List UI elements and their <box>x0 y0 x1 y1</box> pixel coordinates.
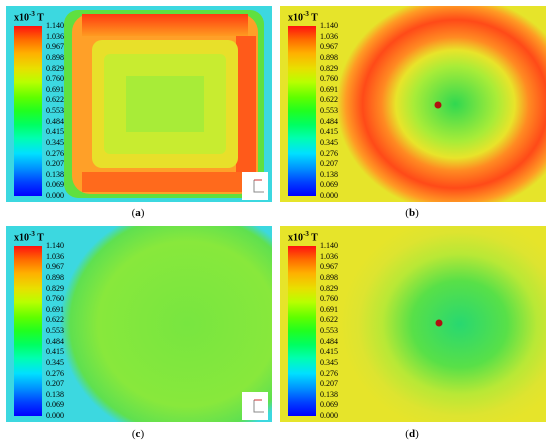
colorbar-tick-label: 1.140 <box>46 21 64 30</box>
colorbar-tick-label: 0.276 <box>320 368 338 378</box>
colorbar-tick-label: 0.415 <box>320 347 338 357</box>
caption-c: (c) <box>131 428 145 440</box>
colorbar-tick-label: 0.622 <box>320 95 338 105</box>
colorbar-tick-label: 0.207 <box>320 159 338 169</box>
panel-d: x10-3 T 1.140 1.036 0.967 0.898 0.829 0.760 0.… <box>280 226 546 422</box>
colorbar-tick-label: 0.138 <box>320 169 338 179</box>
colorbar-tick-label: 0.069 <box>46 180 64 190</box>
colorbar-tick-label: 0.691 <box>46 84 64 94</box>
colorbar-tick-label: 1.140 <box>320 21 338 30</box>
unit-label-d: x10-3 T <box>288 230 318 244</box>
colorbar-ticks-c: 1.140 1.036 0.967 0.898 0.829 0.760 0.691 0.622… <box>46 242 82 420</box>
colorbar-tick-label: 0.898 <box>46 272 64 282</box>
colorbar-tick-label: 1.036 <box>46 31 64 41</box>
colorbar-tick-label: 0.000 <box>46 411 64 420</box>
colorbar-a <box>14 26 42 196</box>
colorbar-tick-label: 0.760 <box>320 74 338 84</box>
colorbar-tick-label: 0.415 <box>46 127 64 137</box>
colorbar-tick-label: 0.207 <box>46 159 64 169</box>
colorbar-tick-label: 1.036 <box>320 31 338 41</box>
colorbar-tick-label: 0.345 <box>320 357 338 367</box>
colorbar-tick-label: 1.140 <box>320 241 338 250</box>
colorbar-tick-label: 0.760 <box>46 74 64 84</box>
colorbar-tick-label: 0.760 <box>46 294 64 304</box>
colorbar-tick-label: 0.553 <box>320 326 338 335</box>
colorbar-tick-label: 0.415 <box>320 127 338 137</box>
field-map-d <box>280 226 546 422</box>
colorbar-tick-label: 0.967 <box>46 262 64 272</box>
caption-d: (d) <box>405 428 419 440</box>
field-map-a <box>6 6 272 202</box>
colorbar-c <box>14 246 42 416</box>
colorbar-tick-label: 0.276 <box>320 148 338 158</box>
colorbar-tick-label: 0.553 <box>320 106 338 115</box>
colorbar-tick-label: 0.415 <box>46 347 64 357</box>
colorbar-tick-label: 0.207 <box>46 379 64 389</box>
panel-b: x10-3 T 1.140 1.036 0.967 0.898 0.829 0.760 0.… <box>280 6 546 202</box>
colorbar-tick-label: 0.345 <box>46 357 64 367</box>
axis-indicator-c <box>242 392 268 420</box>
colorbar-tick-label: 0.622 <box>46 95 64 105</box>
axis-indicator-a <box>242 172 268 200</box>
colorbar-tick-label: 0.829 <box>46 63 64 73</box>
caption-b: (b) <box>405 207 419 219</box>
colorbar-tick-label: 0.138 <box>46 389 64 399</box>
colorbar-tick-label: 0.484 <box>320 336 338 346</box>
colorbar-tick-label: 0.484 <box>320 116 338 126</box>
colorbar-tick-label: 0.829 <box>320 63 338 73</box>
panel-a: x10-3 T 1.140 1.036 0.967 0.898 0.829 0.760 0.… <box>6 6 272 202</box>
colorbar-tick-label: 0.622 <box>320 315 338 325</box>
colorbar-tick-label: 0.691 <box>46 304 64 314</box>
colorbar-tick-label: 0.207 <box>320 379 338 389</box>
colorbar-tick-label: 0.069 <box>46 400 64 410</box>
colorbar-tick-label: 1.036 <box>46 251 64 261</box>
colorbar-ticks-b: 1.140 1.036 0.967 0.898 0.829 0.760 0.691 0.622… <box>320 22 356 200</box>
colorbar-ticks-d: 1.140 1.036 0.967 0.898 0.829 0.760 0.691 0.622… <box>320 242 356 420</box>
field-map-b <box>280 6 546 202</box>
panel-c: x10-3 T 1.140 1.036 0.967 0.898 0.829 0.760 0.… <box>6 226 272 422</box>
colorbar-tick-label: 0.829 <box>320 283 338 293</box>
colorbar-tick-label: 0.345 <box>46 137 64 147</box>
colorbar-tick-label: 0.691 <box>320 84 338 94</box>
colorbar-tick-label: 0.760 <box>320 294 338 304</box>
colorbar-tick-label: 0.000 <box>320 411 338 420</box>
field-map-c <box>6 226 272 422</box>
unit-label-a: x10-3 T <box>14 10 44 24</box>
colorbar-tick-label: 0.967 <box>46 42 64 52</box>
colorbar-ticks-a: 1.140 1.036 0.967 0.898 0.829 0.760 0.691 0.622… <box>46 22 82 200</box>
colorbar-tick-label: 0.484 <box>46 116 64 126</box>
colorbar-tick-label: 0.069 <box>320 400 338 410</box>
colorbar-tick-label: 1.036 <box>320 251 338 261</box>
colorbar-d <box>288 246 316 416</box>
colorbar-tick-label: 0.484 <box>46 336 64 346</box>
colorbar-tick-label: 0.276 <box>46 368 64 378</box>
colorbar-tick-label: 0.898 <box>46 52 64 62</box>
colorbar-tick-label: 0.138 <box>320 389 338 399</box>
colorbar-tick-label: 0.069 <box>320 180 338 190</box>
caption-a: (a) <box>131 207 145 219</box>
colorbar-tick-label: 0.967 <box>320 262 338 272</box>
colorbar-tick-label: 0.622 <box>46 315 64 325</box>
unit-label-c: x10-3 T <box>14 230 44 244</box>
colorbar-b <box>288 26 316 196</box>
unit-label-b: x10-3 T <box>288 10 318 24</box>
colorbar-tick-label: 0.898 <box>320 272 338 282</box>
colorbar-tick-label: 0.345 <box>320 137 338 147</box>
colorbar-tick-label: 0.691 <box>320 304 338 314</box>
colorbar-tick-label: 0.276 <box>46 148 64 158</box>
colorbar-tick-label: 0.553 <box>46 106 64 115</box>
colorbar-tick-label: 0.553 <box>46 326 64 335</box>
colorbar-tick-label: 0.000 <box>46 191 64 200</box>
colorbar-tick-label: 0.898 <box>320 52 338 62</box>
colorbar-tick-label: 0.000 <box>320 191 338 200</box>
colorbar-tick-label: 0.138 <box>46 169 64 179</box>
colorbar-tick-label: 0.829 <box>46 283 64 293</box>
colorbar-tick-label: 0.967 <box>320 42 338 52</box>
colorbar-tick-label: 1.140 <box>46 241 64 250</box>
